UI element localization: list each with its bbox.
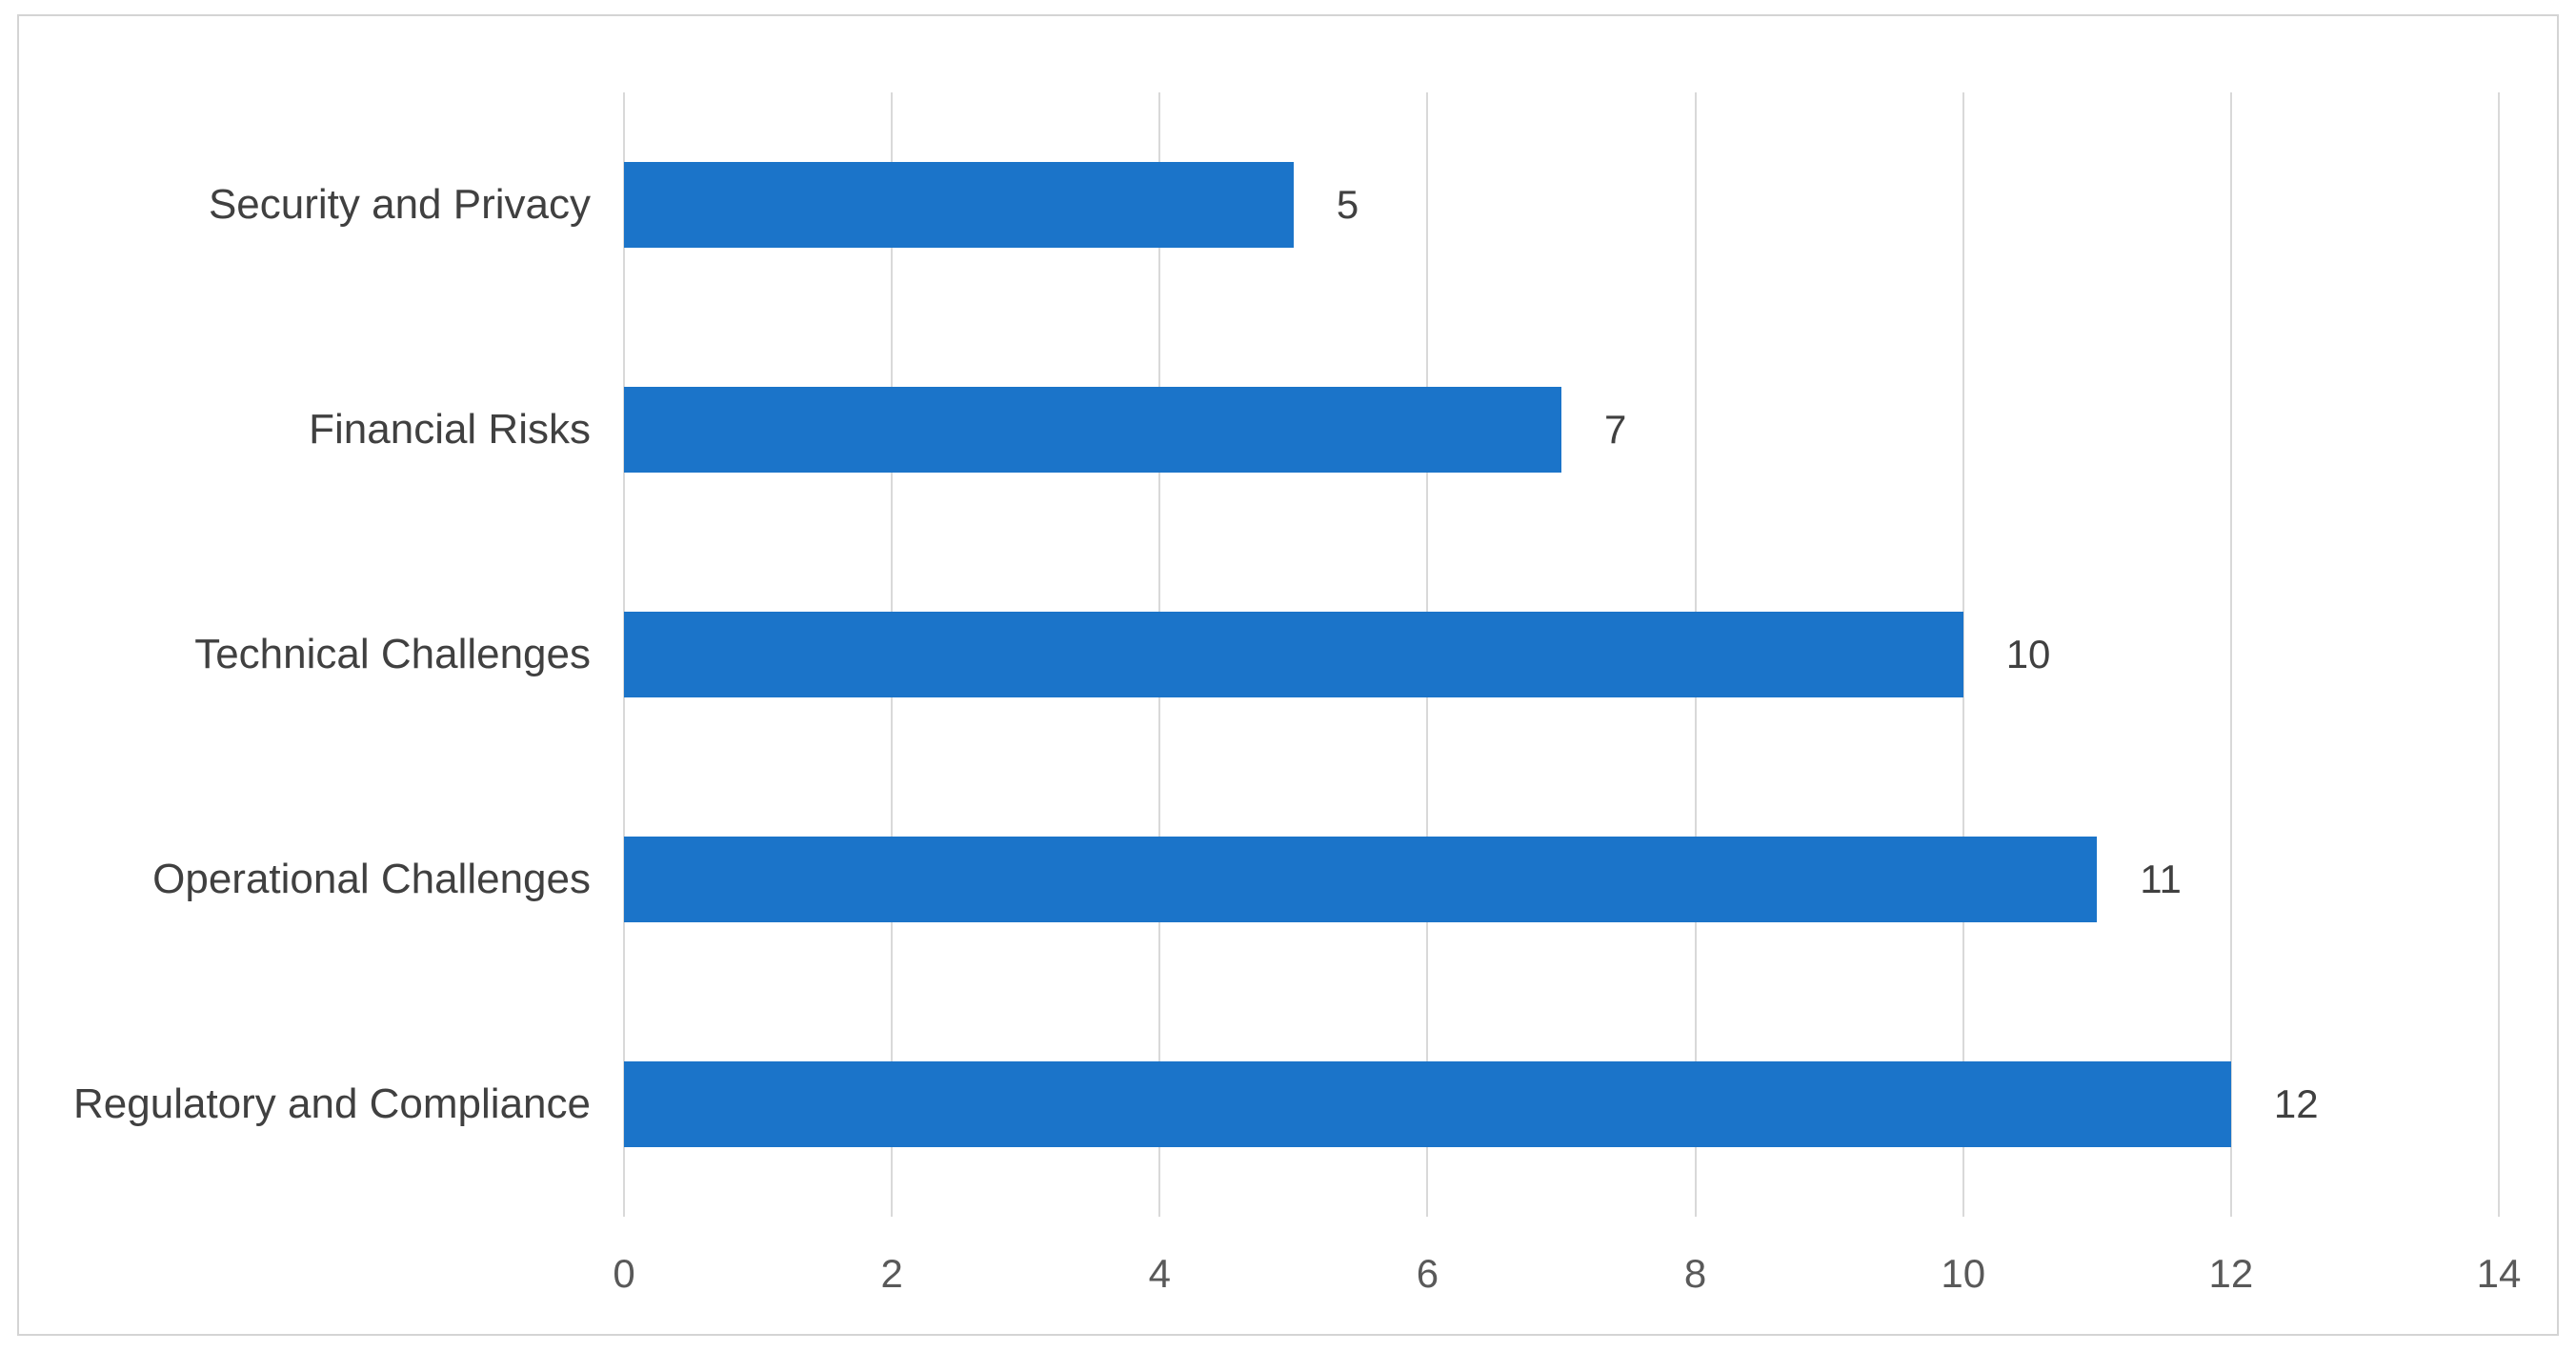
category-label-regulatory-and-compliance: Regulatory and Compliance <box>73 1080 591 1127</box>
x-tick-label-10: 10 <box>1941 1251 1986 1296</box>
category-label-financial-risks: Financial Risks <box>309 406 591 453</box>
value-axis-labels: 0 2 4 6 8 10 12 14 <box>613 1251 2521 1308</box>
bar-financial-risks <box>624 387 1561 473</box>
gridline-x-10 <box>1962 92 1964 1217</box>
bar-regulatory-and-compliance <box>624 1061 2231 1147</box>
category-label-security-and-privacy: Security and Privacy <box>208 181 591 228</box>
x-tick-label-14: 14 <box>2476 1251 2522 1296</box>
bar-security-and-privacy <box>624 162 1294 248</box>
data-label-security-and-privacy: 5 <box>1336 182 1359 227</box>
data-label-operational-challenges: 11 <box>2140 857 2182 901</box>
bar-operational-challenges <box>624 837 2098 922</box>
x-tick-label-2: 2 <box>880 1251 903 1296</box>
x-tick-label-6: 6 <box>1416 1251 1439 1296</box>
category-axis-labels: Security and Privacy Financial Risks Techn… <box>57 92 591 1217</box>
x-tick-label-8: 8 <box>1683 1251 1707 1296</box>
chart-frame: 5 7 10 11 12 Security and Privacy Financial R… <box>17 14 2559 1336</box>
data-label-technical-challenges: 10 <box>2005 632 2051 676</box>
gridline-x-14 <box>2498 92 2500 1217</box>
x-tick-label-4: 4 <box>1148 1251 1171 1296</box>
x-tick-label-12: 12 <box>2208 1251 2254 1296</box>
data-label-financial-risks: 7 <box>1604 407 1627 452</box>
x-tick-label-0: 0 <box>613 1251 635 1296</box>
bar-technical-challenges <box>624 612 1963 697</box>
data-label-regulatory-and-compliance: 12 <box>2273 1081 2319 1126</box>
category-label-operational-challenges: Operational Challenges <box>152 856 591 902</box>
plot-area: 5 7 10 11 12 <box>623 92 2500 1217</box>
gridline-x-12 <box>2229 92 2232 1217</box>
category-label-technical-challenges: Technical Challenges <box>194 631 591 677</box>
